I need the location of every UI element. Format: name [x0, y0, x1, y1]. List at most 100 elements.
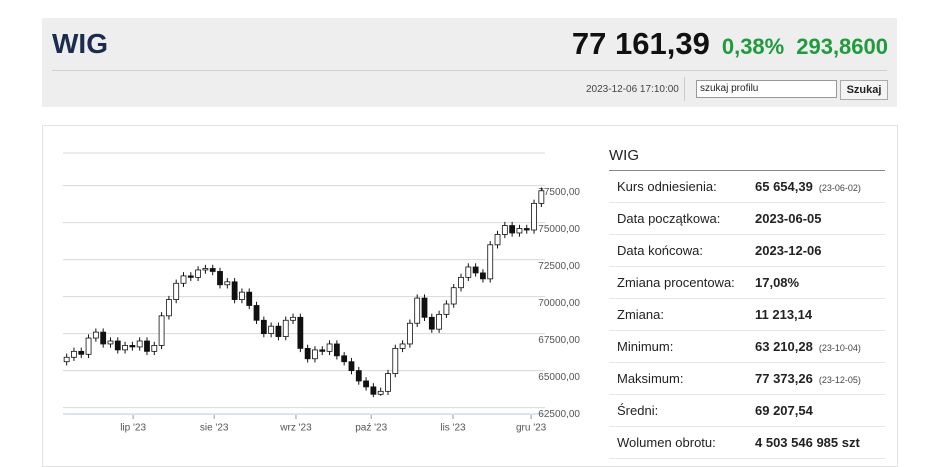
- candle-body: [144, 340, 150, 352]
- candle-body: [494, 234, 501, 246]
- table-row: Zmiana procentowa: 17,08%: [609, 267, 885, 299]
- candle-body: [217, 271, 223, 286]
- x-tick-label: wrz '23: [279, 423, 312, 434]
- candle-body: [480, 272, 486, 280]
- row-value: 77 373,26 (23-12-05): [755, 363, 861, 396]
- candle-body: [187, 275, 194, 278]
- candle-body: [195, 269, 202, 278]
- table-row: Data końcowa: 2023-12-06: [609, 235, 885, 267]
- page: WIG 77 161,39 0,38% 293,8600 2023-12-06 …: [42, 18, 898, 467]
- candle-body: [297, 316, 304, 349]
- candle-body: [260, 319, 267, 334]
- quote: 77 161,39 0,38% 293,8600: [572, 26, 888, 62]
- y-tick-label: 65000,00: [538, 372, 580, 383]
- candle-body: [165, 299, 172, 317]
- candle-body: [414, 297, 421, 324]
- candle-body: [282, 319, 289, 337]
- row-value: 2023-06-05: [755, 203, 822, 234]
- row-value: 2023-12-06: [755, 235, 822, 266]
- table-row: Kurs odniesienia: 65 654,39 (23-06-02): [609, 171, 885, 203]
- candle-body: [392, 347, 399, 374]
- timestamp: 2023-12-06 17:10:00: [586, 84, 679, 95]
- change-pct: 0,38%: [721, 34, 785, 59]
- row-date: (23-10-04): [818, 343, 861, 353]
- candle-body: [523, 228, 530, 231]
- candle-body: [370, 386, 377, 395]
- candle-body: [319, 349, 326, 352]
- candle-body: [85, 337, 92, 355]
- value-text: 77 373,26: [755, 371, 813, 386]
- candle-body: [136, 340, 143, 348]
- value-text: 17,08%: [755, 275, 800, 290]
- candle-body: [516, 228, 523, 234]
- search-button[interactable]: Szukaj: [840, 80, 888, 100]
- value-text: 2023-06-05: [755, 211, 822, 226]
- y-tick-label: 72500,00: [538, 261, 580, 272]
- candle-body: [239, 291, 245, 300]
- row-label: Zmiana:: [617, 307, 664, 322]
- stats-table: WIG Kurs odniesienia: 65 654,39 (23-06-02)…: [609, 140, 885, 459]
- candle-body: [231, 281, 238, 300]
- row-value: 63 210,28 (23-10-04): [755, 331, 861, 364]
- candle-body: [246, 291, 253, 306]
- y-tick-label: 70000,00: [538, 298, 580, 309]
- row-value: 65 654,39 (23-06-02): [755, 171, 861, 204]
- search-input[interactable]: szukaj profilu: [696, 80, 837, 98]
- candle-body: [312, 349, 318, 360]
- candle-body: [122, 345, 128, 351]
- candle-body: [355, 370, 362, 382]
- candle-body: [385, 373, 391, 392]
- value-text: 4 503 546 985 szt: [755, 435, 860, 450]
- change-abs: 293,8600: [796, 34, 888, 59]
- value-text: 2023-12-06: [755, 243, 822, 258]
- candle-body: [173, 282, 180, 300]
- value-text: 69 207,54: [755, 403, 813, 418]
- separator: [684, 77, 685, 101]
- candle-body: [465, 266, 472, 278]
- candle-body: [341, 355, 348, 363]
- candle-body: [107, 340, 114, 345]
- candle-body: [399, 343, 406, 349]
- candle-body: [129, 345, 136, 348]
- candle-body: [538, 190, 545, 204]
- candle-body: [180, 275, 187, 284]
- candle-body: [377, 390, 384, 395]
- y-tick-label: 77500,00: [538, 187, 580, 198]
- candle-body: [158, 315, 165, 346]
- candle-body: [436, 313, 443, 330]
- table-row: Minimum: 63 210,28 (23-10-04): [609, 331, 885, 363]
- table-row: Wolumen obrotu: 4 503 546 985 szt: [609, 427, 885, 459]
- price: 77 161,39: [571, 26, 710, 61]
- x-tick-label: lip '23: [120, 423, 146, 434]
- candle-body: [253, 305, 260, 321]
- row-date: (23-06-02): [818, 183, 861, 193]
- row-date: (23-12-05): [818, 375, 861, 385]
- table-row: Data początkowa: 2023-06-05: [609, 203, 885, 235]
- row-value: 4 503 546 985 szt: [755, 427, 860, 458]
- candle-body: [501, 225, 508, 235]
- table-row: Średni: 69 207,54: [609, 395, 885, 427]
- candle-body: [326, 343, 333, 352]
- row-value: 69 207,54: [755, 395, 813, 426]
- candle-body: [450, 287, 457, 305]
- candle-body: [78, 350, 85, 355]
- separator: [52, 70, 887, 71]
- table-row: Maksimum: 77 373,26 (23-12-05): [609, 363, 885, 395]
- candle-body: [363, 380, 369, 388]
- row-value: 11 213,14: [755, 299, 812, 330]
- candle-body: [348, 361, 355, 372]
- x-tick-label: lis '23: [440, 423, 466, 434]
- value-text: 65 654,39: [755, 179, 813, 194]
- candle-body: [458, 276, 464, 289]
- candle-body: [114, 340, 121, 351]
- candle-body: [406, 322, 413, 345]
- x-tick-label: sie '23: [200, 423, 229, 434]
- candle-body: [333, 343, 340, 357]
- candle-body: [202, 268, 209, 271]
- candle-body: [531, 202, 537, 231]
- table-title: WIG: [609, 140, 885, 171]
- candle-body: [100, 331, 107, 345]
- candle-body: [487, 244, 494, 280]
- candle-body: [209, 268, 216, 272]
- candle-body: [151, 345, 158, 352]
